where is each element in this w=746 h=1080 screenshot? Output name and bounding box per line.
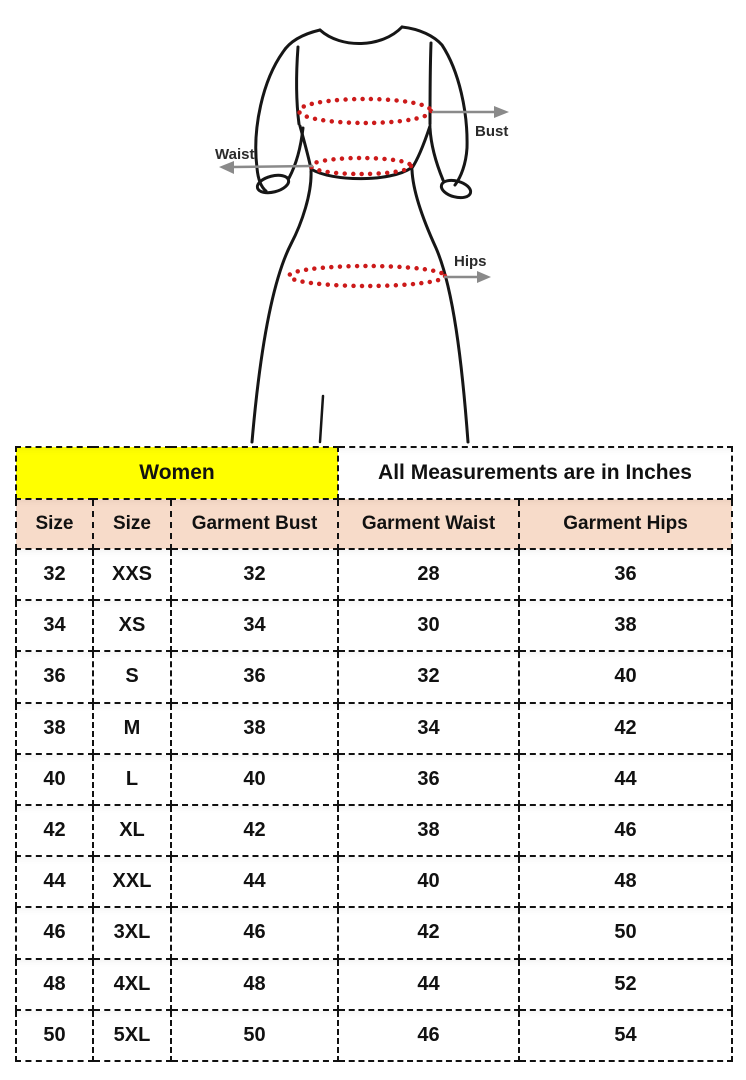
table-cell: 40 [337,855,521,909]
table-cell: 36 [169,650,340,704]
dress-right-sleeve-outer [400,25,469,187]
table-cell: 34 [169,599,340,653]
dress-collar [318,25,404,45]
bust-label: Bust [475,123,508,140]
table-cell: 44 [518,752,734,806]
table-cell: 34 [337,701,521,755]
table-cell: 42 [169,803,340,858]
table-cell: 42 [15,803,94,858]
table-cell: XL [92,803,172,858]
table-cell: 36 [337,752,521,806]
table-cell: 5XL [92,1008,172,1063]
hips-label: Hips [454,253,487,270]
waist-arrow [232,164,314,169]
dress-right-sleeve-inner [428,126,445,182]
dress-left-sleeve-outer [254,28,322,193]
table-row: 50 5XL 50 46 54 [15,1008,734,1063]
table-cell: 46 [169,906,340,960]
waist-arrowhead-icon [219,161,234,174]
dress-left-armhole-seam [295,45,301,126]
table-cell: 3XL [92,906,172,960]
table-cell: L [92,752,172,806]
col-header-garment-bust: Garment Bust [169,498,340,550]
table-cell: 48 [169,957,340,1011]
table-cell: 48 [15,957,94,1011]
table-cell: XS [92,599,172,653]
table-cell: 34 [15,599,94,653]
table-cell: 46 [15,906,94,960]
table-cell: 54 [518,1008,734,1063]
table-cell: 38 [169,701,340,755]
col-header-garment-waist: Garment Waist [337,498,521,550]
table-cell: 40 [518,650,734,704]
table-cell: 4XL [92,957,172,1011]
table-cell: 38 [15,701,94,755]
dress-measurement-diagram: Bust Waist Hips [215,25,509,444]
col-header-size-letter: Size [92,498,172,550]
hips-arrowhead-icon [477,271,491,283]
column-header-row: Size Size Garment Bust Garment Waist Gar… [15,498,734,550]
dress-center-slit [318,394,325,444]
table-cell: 44 [15,855,94,909]
table-row: 34 XS 34 30 38 [15,599,734,653]
size-table-body: 32 XXS 32 28 36 34 XS 34 30 38 36 S 36 32 40 38 M 38 34 42 4… [15,547,734,1063]
table-cell: 42 [518,701,734,755]
dress-right-cuff [439,178,473,200]
table-cell: 48 [518,855,734,909]
table-row: 44 XXL 44 40 48 [15,855,734,909]
table-cell: 38 [337,803,521,858]
table-cell: 52 [518,957,734,1011]
table-cell: 30 [337,599,521,653]
table-cell: 40 [169,752,340,806]
table-cell: 50 [15,1008,94,1063]
table-cell: M [92,701,172,755]
table-cell: 32 [169,547,340,602]
dress-left-cuff [255,173,291,195]
hips-measure-ellipse [286,263,448,289]
waist-label: Waist [215,146,254,163]
table-row: 40 L 40 36 44 [15,752,734,806]
table-row: 32 XXS 32 28 36 [15,547,734,602]
table-cell: 50 [518,906,734,960]
col-header-garment-hips: Garment Hips [518,498,734,550]
table-cell: XXL [92,855,172,909]
dress-left-sleeve-inner [287,126,305,180]
dress-left-skirt-side [250,169,313,444]
table-cell: 50 [169,1008,340,1063]
table-cell: 46 [518,803,734,858]
table-cell: 32 [15,547,94,602]
table-row: 48 4XL 48 44 52 [15,957,734,1011]
dress-right-skirt-side [410,168,470,444]
table-cell: S [92,650,172,704]
table-cell: 44 [337,957,521,1011]
table-row: 46 3XL 46 42 50 [15,906,734,960]
table-cell: 42 [337,906,521,960]
table-cell: 36 [15,650,94,704]
bust-arrowhead-icon [494,106,509,118]
group-header-row: Women All Measurements are in Inches [14,446,734,500]
waist-measure-ellipse [308,155,414,177]
table-cell: 32 [337,650,521,704]
units-group-header: All Measurements are in Inches [337,446,734,500]
women-group-header: Women [14,446,340,500]
table-row: 42 XL 42 38 46 [15,803,734,858]
table-cell: 38 [518,599,734,653]
table-cell: 46 [337,1008,521,1063]
table-cell: 44 [169,855,340,909]
dress-right-bodice-side [410,124,432,170]
table-cell: 40 [15,752,94,806]
dress-right-armhole-seam [428,41,433,126]
dress-left-bodice-side [298,124,313,171]
table-row: 38 M 38 34 42 [15,701,734,755]
table-cell: 36 [518,547,734,602]
table-cell: 28 [337,547,521,602]
col-header-size-numeric: Size [15,498,94,550]
bust-measure-ellipse [296,96,434,126]
table-cell: XXS [92,547,172,602]
size-table: Women All Measurements are in Inches Siz… [14,446,734,1063]
table-row: 36 S 36 32 40 [15,650,734,704]
